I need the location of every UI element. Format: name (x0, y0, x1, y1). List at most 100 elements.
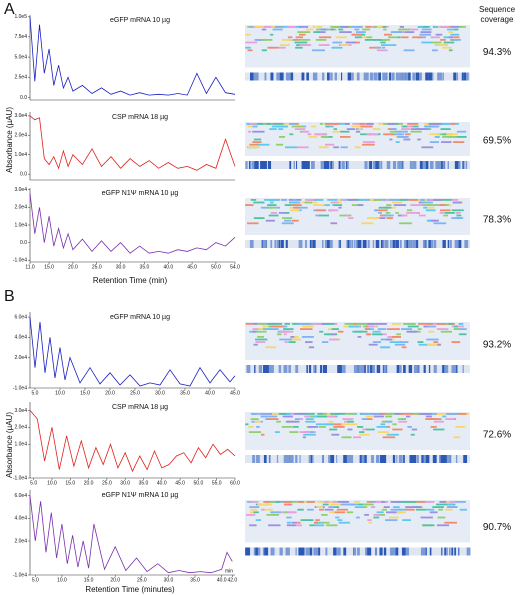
peptide (366, 217, 380, 219)
peptide (269, 201, 274, 204)
peptide (262, 328, 272, 330)
y-tick-label: 7.5e4 (14, 34, 27, 40)
peptide (410, 204, 423, 206)
trace (29, 193, 236, 254)
peptide (317, 413, 326, 415)
peptide (314, 524, 325, 527)
y-tick-label: 5.0e4 (14, 54, 27, 60)
coverage-cell (309, 240, 312, 248)
peptide (366, 123, 374, 125)
peptide (426, 415, 432, 418)
peptide (398, 28, 410, 31)
peptide (365, 328, 371, 330)
peptide (348, 199, 358, 201)
y-tick-label: 4.0e4 (14, 335, 27, 341)
peptide (389, 341, 402, 343)
coverage-cell (365, 72, 369, 81)
peptide (345, 413, 356, 415)
peptide (329, 503, 336, 506)
y-axis-label: Absorbance (µAU) (5, 412, 14, 478)
coverage-cell (322, 240, 324, 248)
x-tick-label: 15.0 (80, 390, 90, 396)
peptide (312, 26, 316, 28)
peptide (253, 343, 258, 346)
peptide (431, 49, 438, 52)
peptide (331, 46, 343, 49)
peptide (412, 36, 423, 39)
peptide (357, 123, 365, 125)
peptide (270, 501, 276, 503)
coverage-cell (382, 240, 384, 248)
peptide (307, 323, 312, 325)
peptide (306, 501, 316, 503)
peptide (276, 333, 282, 336)
peptide (417, 138, 421, 141)
x-tick-label: 35.0 (140, 264, 150, 270)
peptide (287, 420, 300, 423)
coverage-cell (274, 240, 277, 248)
peptide (261, 39, 273, 41)
peptide (405, 508, 415, 511)
peptide (402, 323, 416, 325)
peptide (305, 28, 314, 31)
peptide (406, 330, 418, 333)
coverage-cell (318, 547, 321, 556)
peptide (370, 413, 375, 415)
peptide (245, 33, 251, 36)
coverage-cell (444, 547, 446, 556)
peptide (440, 44, 446, 46)
peptide (276, 420, 281, 423)
coverage-cell (270, 240, 273, 248)
peptide (440, 39, 446, 41)
peptide (440, 330, 453, 333)
peptide (291, 204, 302, 206)
peptide (257, 336, 265, 338)
coverage-cell (325, 547, 328, 556)
coverage-cell (323, 161, 328, 169)
peptide (425, 508, 435, 511)
coverage-cell (289, 72, 293, 81)
coverage-cell (446, 547, 448, 556)
peptide (338, 123, 351, 125)
x-tick-label: 30.0 (120, 480, 130, 486)
coverage-cell (262, 547, 266, 556)
peptide (368, 323, 381, 325)
peptide (401, 214, 408, 217)
peptide (291, 521, 298, 524)
peptide (431, 418, 442, 420)
x-tick-label: 40.0 (205, 390, 215, 396)
peptide (350, 26, 363, 28)
peptide (443, 36, 453, 39)
peptide (378, 413, 388, 415)
peptide (250, 199, 257, 201)
coverage-cell (448, 547, 451, 556)
peptide (268, 524, 281, 527)
coverage-cell (311, 161, 315, 169)
peptide (319, 214, 329, 217)
peptide (287, 511, 297, 514)
peptide (289, 123, 297, 125)
peptide (284, 330, 294, 333)
coverage-cell (464, 240, 469, 248)
peptide (294, 41, 308, 44)
coverage-cell (257, 547, 261, 556)
peptide (360, 413, 367, 415)
peptide (421, 41, 432, 44)
peptide (326, 413, 332, 415)
peptide (451, 341, 461, 343)
peptide (450, 199, 459, 201)
peptide (396, 508, 406, 511)
peptide (362, 141, 375, 143)
coverage-cell (461, 72, 464, 81)
peptide (327, 199, 338, 201)
coverage-cell (412, 240, 416, 248)
peptide (280, 44, 290, 46)
peptide (325, 125, 329, 128)
peptide (348, 217, 354, 219)
peptide (388, 199, 400, 201)
peptide (314, 133, 327, 136)
coverage-map (245, 198, 470, 235)
x-tick-label: 5.0 (32, 390, 39, 396)
peptide (380, 338, 391, 341)
y-tick-label: 1.0e5 (14, 14, 27, 20)
